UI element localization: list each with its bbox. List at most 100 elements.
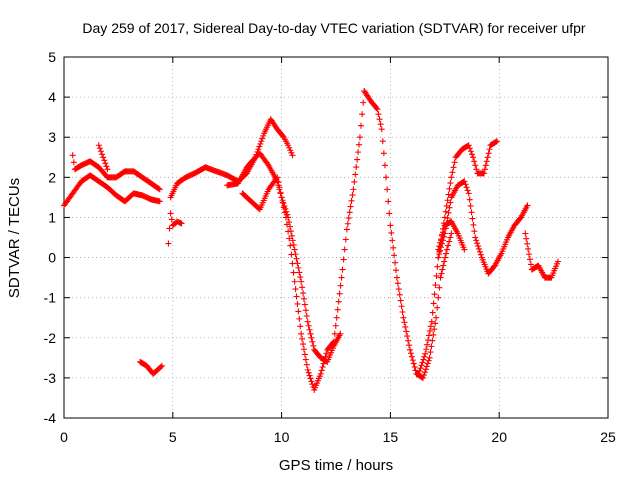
data-point <box>403 328 410 335</box>
data-point <box>304 366 311 373</box>
data-point <box>472 234 479 241</box>
data-point <box>383 174 390 181</box>
data-point <box>379 138 386 145</box>
data-point <box>280 200 287 207</box>
data-point <box>300 290 307 297</box>
data-point <box>292 286 299 293</box>
data-point <box>485 150 492 157</box>
data-point <box>431 291 438 298</box>
data-point <box>398 303 405 310</box>
x-tick-label: 20 <box>491 429 507 445</box>
data-point <box>448 230 455 237</box>
data-point <box>286 223 293 230</box>
data-point <box>258 138 265 145</box>
data-point <box>303 361 310 368</box>
data-point <box>257 140 264 147</box>
data-point <box>429 309 436 316</box>
data-point <box>165 240 172 247</box>
data-point <box>436 284 443 291</box>
y-axis-label: SDTVAR / TECUs <box>6 178 23 298</box>
data-point <box>294 260 301 267</box>
data-point <box>473 237 480 244</box>
data-point <box>282 205 289 212</box>
data-point <box>466 145 473 152</box>
data-point <box>415 370 422 377</box>
data-point <box>526 251 533 258</box>
data-point <box>434 263 441 270</box>
data-point <box>410 360 417 367</box>
data-point <box>440 225 447 232</box>
data-point <box>422 350 429 357</box>
data-point <box>297 274 304 281</box>
data-point <box>412 367 419 374</box>
data-point <box>486 146 493 153</box>
data-point <box>302 307 309 314</box>
y-tick-label: 3 <box>48 129 56 145</box>
data-point <box>477 251 484 258</box>
data-point <box>299 284 306 291</box>
data-point <box>300 346 307 353</box>
data-point <box>354 156 361 163</box>
data-point <box>286 219 293 226</box>
data-point <box>409 357 416 364</box>
data-point <box>259 135 266 142</box>
chart-title: Day 259 of 2017, Sidereal Day-to-day VTE… <box>82 20 586 36</box>
data-point <box>344 220 351 227</box>
data-point <box>337 282 344 289</box>
data-point <box>432 282 439 289</box>
data-series-track-a <box>61 172 163 209</box>
data-point <box>451 159 458 166</box>
data-point <box>157 363 164 370</box>
data-series-track-e <box>165 210 185 247</box>
data-point <box>295 264 302 271</box>
data-point <box>384 186 391 193</box>
data-point <box>468 209 475 216</box>
data-point <box>440 262 447 269</box>
data-series-track-f <box>167 116 296 201</box>
data-point <box>399 308 406 315</box>
data-point <box>397 297 404 304</box>
data-point <box>406 342 413 349</box>
y-tick-label: -3 <box>44 370 57 386</box>
data-point <box>449 169 456 176</box>
data-point <box>392 267 399 274</box>
data-point <box>437 274 444 281</box>
data-point <box>554 258 561 265</box>
data-point <box>377 121 384 128</box>
data-point <box>285 214 292 221</box>
data-point <box>396 291 403 298</box>
data-point <box>466 196 473 203</box>
data-point <box>422 366 429 373</box>
data-point <box>304 318 311 325</box>
grid-lines <box>64 57 608 418</box>
data-point <box>527 261 534 268</box>
data-point <box>470 221 477 228</box>
data-point <box>335 298 342 305</box>
data-point <box>307 375 314 382</box>
y-tick-label: -2 <box>44 330 57 346</box>
data-point <box>317 370 324 377</box>
data-point <box>475 243 482 250</box>
data-point <box>331 330 338 337</box>
data-point <box>279 197 286 204</box>
data-point <box>305 322 312 329</box>
axis-ticks: 0 5 10 15 20 25 -4 -3 -2 -1 0 1 2 3 4 5 <box>44 49 616 445</box>
data-point <box>427 349 434 356</box>
data-point <box>155 185 162 192</box>
data-point <box>99 151 106 158</box>
data-point <box>406 346 413 353</box>
data-point <box>255 146 262 153</box>
data-point <box>482 162 489 169</box>
data-point <box>391 252 398 259</box>
data-point <box>309 381 316 388</box>
data-point <box>432 320 439 327</box>
data-point <box>376 116 383 123</box>
data-point <box>425 332 432 339</box>
data-point <box>435 294 442 301</box>
data-point <box>273 175 280 182</box>
data-point <box>306 326 313 333</box>
data-point <box>276 184 283 191</box>
data-point <box>439 229 446 236</box>
data-point <box>301 301 308 308</box>
data-point <box>443 246 450 253</box>
